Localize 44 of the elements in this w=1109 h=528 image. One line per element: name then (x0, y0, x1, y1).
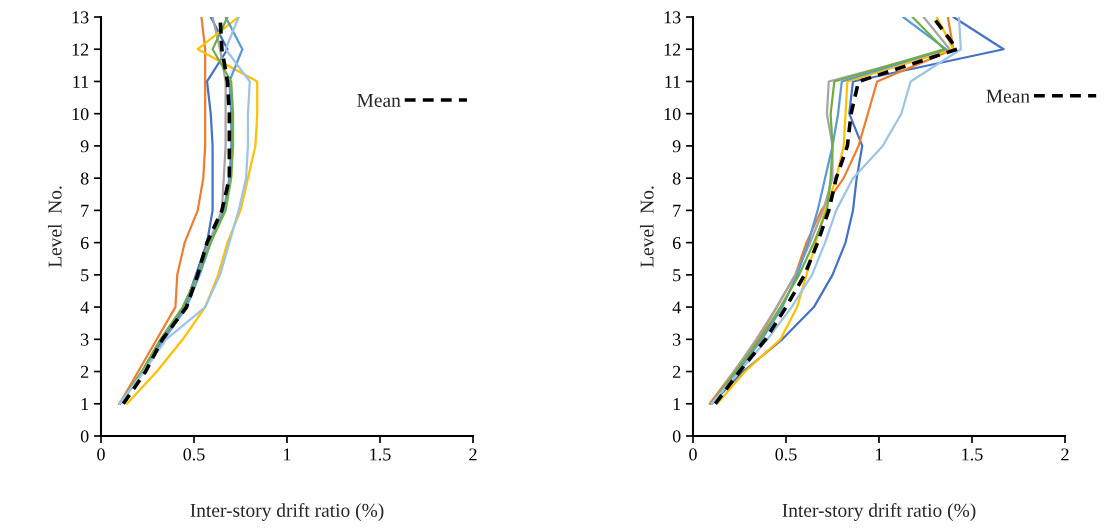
y-tick-label: 1 (673, 398, 681, 411)
x-tick-label: 0.5 (775, 448, 797, 461)
x-tick-label: 0 (97, 448, 105, 461)
y-tick-label: 5 (673, 269, 681, 282)
y-axis-title: Level No. (47, 186, 62, 268)
y-tick-label: 3 (673, 333, 681, 346)
y-tick-label: 10 (664, 107, 681, 121)
x-tick-label: 1 (876, 448, 883, 461)
y-tick-label: 9 (80, 140, 89, 153)
y-tick-label: 0 (80, 430, 89, 443)
y-tick-label: 9 (672, 140, 681, 153)
y-tick-label: 13 (664, 11, 681, 24)
y-tick-label: 11 (665, 75, 681, 88)
x-tick-label: 2 (1061, 448, 1069, 461)
y-tick-label: 12 (664, 43, 681, 56)
y-tick-label: 6 (672, 236, 681, 250)
x-tick-label: 1.5 (962, 448, 983, 461)
x-axis-title: Inter-story drift ratio (%) (190, 503, 384, 521)
x-axis-title: Inter-story drift ratio (%) (782, 503, 976, 521)
y-tick-label: 10 (72, 107, 89, 121)
y-tick-label: 4 (80, 301, 89, 314)
y-tick-label: 7 (673, 204, 681, 217)
y-tick-label: 6 (80, 236, 89, 250)
y-tick-label: 2 (80, 365, 89, 378)
y-tick-label: 5 (81, 269, 89, 282)
y-tick-label: 4 (672, 301, 681, 314)
legend-label: Mean (986, 89, 1030, 103)
y-tick-label: 7 (81, 204, 89, 217)
y-tick-label: 8 (80, 172, 89, 185)
y-axis-title: Level No. (639, 186, 654, 268)
x-tick-label: 2 (469, 448, 477, 461)
legend-label: Mean (357, 94, 401, 107)
y-tick-label: 8 (672, 172, 681, 185)
y-tick-label: 1 (81, 398, 89, 411)
y-tick-label: 0 (672, 430, 681, 443)
y-tick-label: 13 (72, 11, 89, 24)
y-tick-label: 11 (73, 75, 89, 88)
y-tick-label: 12 (72, 43, 89, 56)
x-tick-label: 0.5 (183, 448, 205, 461)
x-tick-label: 1.5 (370, 448, 391, 461)
x-tick-label: 1 (284, 448, 291, 461)
y-tick-label: 2 (672, 365, 681, 378)
y-tick-label: 3 (81, 333, 89, 346)
x-tick-label: 0 (689, 448, 697, 461)
